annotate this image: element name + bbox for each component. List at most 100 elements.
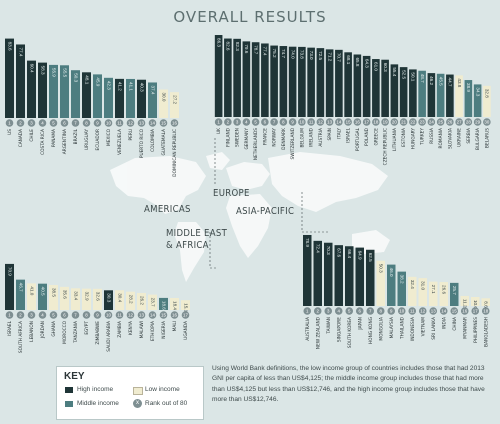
rank-badge — [159, 119, 168, 127]
bar-value-label: 74.0 — [290, 50, 295, 59]
rank-badge — [126, 311, 135, 319]
rank-badge — [408, 307, 417, 315]
category-label: GUATEMALA — [161, 129, 167, 156]
bar — [464, 80, 473, 117]
bar — [303, 234, 312, 306]
rank-label: 16 — [355, 120, 360, 125]
rank-badge — [60, 119, 69, 127]
bar-value-label: 32.6 — [95, 292, 100, 301]
category-label: DOMINICAN REPUBLIC — [172, 129, 178, 177]
rank-label: 15 — [346, 120, 351, 125]
rank-badge — [353, 118, 362, 126]
map-asia — [268, 152, 388, 212]
category-label: SAUDI ARABIA — [106, 321, 112, 352]
map-africa — [226, 194, 272, 258]
bar-value-label: 38.2 — [400, 275, 405, 284]
category-label: ETHIOPIA — [150, 321, 156, 341]
bar-value-label: 77.4 — [18, 47, 23, 56]
rank-label: 10 — [106, 121, 111, 126]
rank-label: 4 — [41, 313, 44, 318]
bar — [115, 78, 124, 118]
rank-label: 10 — [399, 309, 404, 314]
bar — [366, 249, 375, 306]
chart-panel-americas: 83.6 1 US 77.4 2 CANADA 60.4 3 CHILE 58.3 4 COSTA R… — [5, 38, 179, 177]
legend-rank-icon: x — [133, 399, 142, 408]
category-label: VENEZUELA — [117, 129, 123, 155]
bar-value-label: 82.3 — [235, 42, 240, 51]
rank-label: 5 — [52, 121, 55, 126]
category-label: ISRAEL — [7, 320, 13, 335]
bar — [71, 70, 80, 118]
bar-value-label: 48.1 — [84, 75, 89, 84]
bar-value-label: 25.7 — [452, 286, 457, 295]
bar — [270, 45, 278, 118]
category-label: INDIA — [441, 317, 447, 329]
bar — [82, 72, 91, 118]
bar — [439, 282, 448, 306]
legend-label-high: High income — [77, 386, 114, 393]
rank-label: 2 — [227, 120, 230, 125]
rank-badge — [93, 119, 102, 127]
bar-value-label: 75.2 — [272, 49, 277, 58]
category-label: POLAND — [364, 127, 370, 146]
rank-badge — [418, 118, 426, 126]
bar — [148, 294, 157, 310]
category-label: AUSTRIA — [318, 128, 324, 147]
rank-label: 12 — [128, 313, 133, 318]
rank-badge — [71, 311, 80, 319]
rank-badge — [27, 119, 36, 127]
bar — [5, 263, 14, 310]
bar-value-label: 78.7 — [253, 45, 258, 54]
rank-badge — [16, 119, 25, 127]
rank-badge — [303, 307, 312, 315]
bar — [313, 240, 322, 306]
world-map — [110, 152, 390, 282]
category-label: MOROCCO — [62, 320, 68, 343]
rank-badge — [483, 118, 491, 126]
category-label: PUERTO RICO — [139, 128, 145, 158]
rank-badge — [181, 311, 190, 319]
category-label: MALI — [172, 321, 178, 331]
rank-badge — [115, 119, 124, 127]
category-label: LITHUANIA — [392, 128, 398, 151]
rank-badge — [137, 119, 146, 127]
bar-value-label: 60.4 — [29, 64, 34, 73]
bar-value-label: 70.3 — [326, 246, 331, 255]
bar — [126, 291, 135, 310]
bar-value-label: 30.3 — [106, 293, 111, 302]
bar-value-label: 71.2 — [327, 52, 332, 61]
rank-label: 14 — [441, 309, 446, 314]
category-label: IRELAND — [309, 127, 315, 147]
rank-badge — [93, 311, 102, 319]
bar-value-label: 61.0 — [374, 62, 379, 71]
rank-label: 3 — [30, 121, 33, 126]
category-label: MALAYSIA — [389, 317, 395, 338]
bar-value-label: 46.2 — [429, 76, 434, 85]
rank-badge — [316, 118, 325, 126]
rank-label: 19 — [383, 120, 388, 125]
rank-badge — [148, 311, 157, 319]
bar — [460, 295, 469, 306]
rank-label: 4 — [245, 120, 248, 125]
bar — [390, 64, 399, 117]
rank-label: 26 — [447, 120, 452, 125]
bar — [159, 297, 168, 310]
bar — [71, 288, 80, 310]
rank-label: 11 — [117, 313, 122, 318]
category-label: BELARUS — [484, 128, 490, 148]
rank-badge — [126, 119, 135, 127]
category-label: CZECH REPUBLIC — [383, 128, 389, 165]
rank-badge — [473, 118, 482, 126]
rank-label: 17 — [183, 313, 188, 318]
bar-value-label: 55.5 — [62, 68, 67, 77]
legend-swatch-middle — [65, 401, 73, 407]
bar — [49, 284, 58, 310]
rank-badge — [38, 311, 47, 319]
bar-value-label: 32.9 — [84, 292, 89, 301]
bar-value-label: 73.8 — [300, 50, 305, 59]
rank-label: 18 — [373, 120, 378, 125]
bar-value-label: 58.3 — [40, 66, 45, 75]
bar — [335, 49, 343, 117]
bar-value-label: 26.2 — [139, 296, 144, 305]
category-label: ROMANIA — [438, 128, 444, 148]
